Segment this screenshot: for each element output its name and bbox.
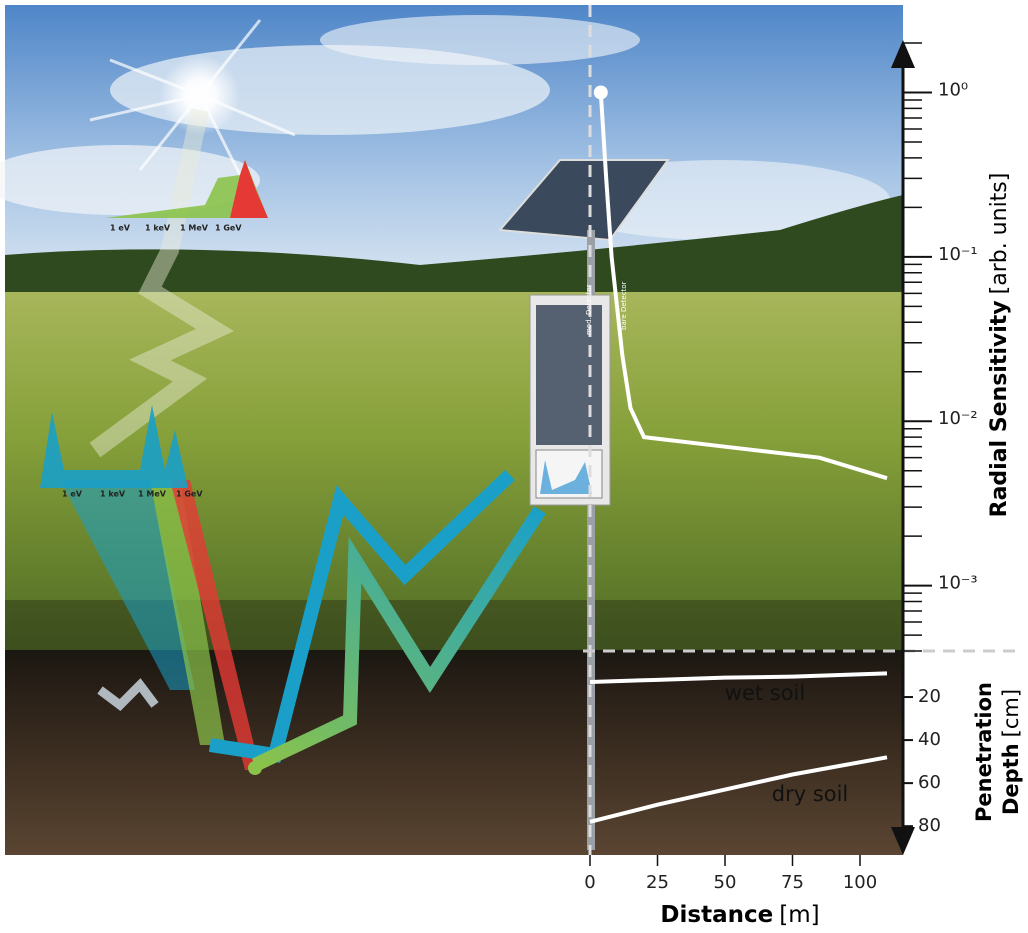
y-tick-label: 40: [918, 729, 941, 750]
spectrum-label: 1 eV: [110, 224, 131, 233]
y-tick-label: 10⁻¹: [938, 244, 978, 265]
series-label: wet soil: [725, 681, 805, 705]
y-tick-label: 80: [918, 815, 941, 836]
y-axis-label: Radial Sensitivity [arb. units]: [987, 173, 1012, 518]
spectrum-label: 1 MeV: [180, 224, 209, 233]
spectrum-label: 1 GeV: [215, 224, 242, 233]
x-axis-title: Distance: [660, 902, 773, 928]
series-label: dry soil: [772, 782, 849, 806]
x-tick-label: 75: [781, 872, 804, 893]
y-tick-label: 10⁻²: [938, 408, 978, 429]
y-axis-title: Radial Sensitivity: [987, 300, 1012, 517]
y-tick-label: 60: [918, 772, 941, 793]
y-axis-title: Depth: [999, 743, 1023, 815]
y-tick-label: 20: [918, 686, 941, 707]
x-axis-unit: [m]: [779, 902, 819, 928]
y-axis-unit: [arb. units]: [987, 173, 1012, 295]
y-axis-label: Depth [cm]: [999, 689, 1023, 815]
y-axis-title: Penetration: [972, 682, 996, 822]
spectrum-label: 1 keV: [100, 490, 126, 499]
figure: mod. Detector bare Detector 1 eV 1 keV 1 M…: [0, 0, 1028, 933]
y-tick-label: 10⁻³: [938, 573, 978, 594]
x-tick-label: 25: [646, 872, 669, 893]
detector-label: bare Detector: [620, 281, 628, 330]
spectrum-label: 1 GeV: [176, 490, 203, 499]
y-axis-unit: [cm]: [999, 689, 1023, 737]
y-tick-label: 10⁰: [938, 79, 968, 100]
x-tick-label: 0: [584, 872, 595, 893]
spectrum-label: 1 MeV: [138, 490, 167, 499]
spectrum-label: 1 eV: [62, 490, 83, 499]
curve-start: [594, 85, 608, 99]
background-photo: [0, 5, 903, 855]
detector-label: mod. Detector: [585, 284, 593, 335]
x-tick-label: 100: [843, 872, 877, 893]
x-tick-label: 50: [714, 872, 737, 893]
spectrum-label: 1 keV: [145, 224, 171, 233]
x-axis-label: Distance[m]: [660, 902, 819, 928]
